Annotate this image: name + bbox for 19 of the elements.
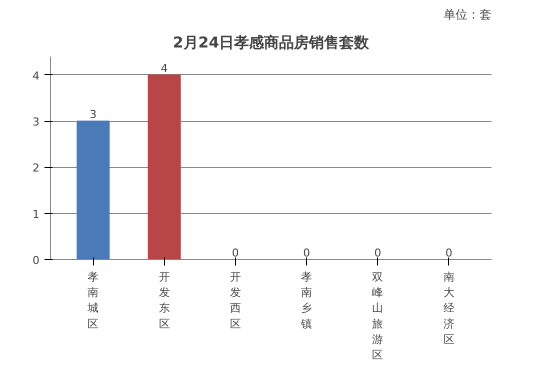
data-label: 0 <box>232 246 239 260</box>
x-tick-label: 孝南乡镇 <box>300 270 312 330</box>
y-tick-label: 2 <box>32 162 40 175</box>
chart-title: 2月24日孝感商品房销售套数 <box>172 34 370 52</box>
y-tick-label: 0 <box>32 254 40 267</box>
x-tick-label: 双峰山旅游区 <box>372 270 384 362</box>
x-tick-label: 南大经济区 <box>443 270 454 346</box>
y-tick-label: 3 <box>32 116 40 129</box>
data-label: 4 <box>160 62 168 75</box>
data-label: 0 <box>445 246 452 260</box>
y-tick-label: 4 <box>32 69 40 82</box>
data-label: 3 <box>90 108 97 122</box>
x-tick-label: 开发东区 <box>158 270 170 330</box>
x-tick-label: 孝南城区 <box>86 270 99 330</box>
y-tick-label: 1 <box>32 208 40 221</box>
text: 单位：套 <box>444 8 492 22</box>
data-label: 0 <box>303 246 310 260</box>
data-label: 0 <box>374 246 382 260</box>
x-tick-label: 开发西区 <box>230 270 241 330</box>
